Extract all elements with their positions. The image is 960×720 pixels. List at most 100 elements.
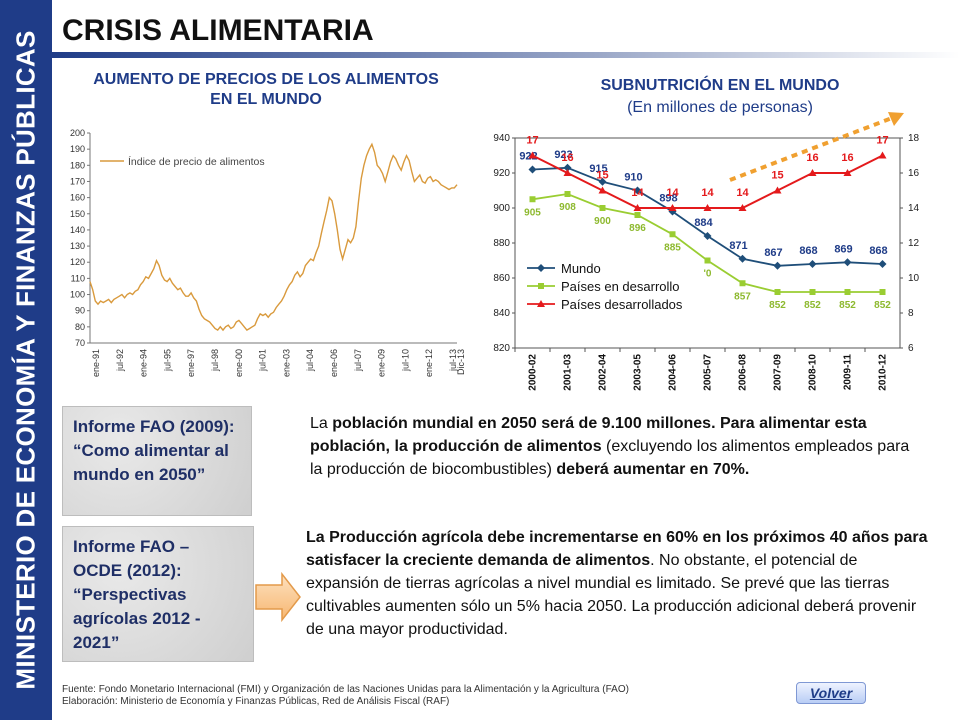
x-tick-label: jul-01 <box>258 349 268 372</box>
mundo-point <box>738 254 747 263</box>
mundo-point <box>563 163 572 172</box>
data-label: 908 <box>559 202 576 213</box>
legend-marker <box>537 264 545 272</box>
y-tick-label: 80 <box>75 322 85 332</box>
desarrollados-point <box>773 186 782 194</box>
p1-part2: población mundial en 2050 será de 9.100 … <box>310 415 867 455</box>
left-tick-label: 880 <box>493 238 510 249</box>
desarrollados-point <box>668 204 677 211</box>
data-label: 16 <box>806 152 818 164</box>
y-tick-label: 90 <box>75 306 85 316</box>
desarrollados-point <box>633 204 642 211</box>
legend-marker <box>537 300 545 307</box>
y-tick-label: 160 <box>70 193 85 203</box>
volver-button[interactable]: Volver <box>796 682 866 704</box>
data-label: 868 <box>799 245 817 257</box>
data-label: 852 <box>804 300 821 311</box>
category-label: 2002-04 <box>598 354 609 391</box>
undernourishment-chart-subtitle: (En millones de personas) <box>627 99 813 116</box>
category-label: 2000-02 <box>528 354 539 391</box>
category-label: 2001-03 <box>563 354 574 391</box>
x-tick-label: ene-09 <box>377 349 387 377</box>
desarrollo-point <box>634 212 641 218</box>
agricultural-production-paragraph: La Producción agrícola debe incrementars… <box>306 526 928 641</box>
data-label: 16 <box>841 152 853 164</box>
elaboration-line: Elaboración: Ministerio de Economía y Fi… <box>62 696 450 707</box>
left-tick-label: 860 <box>493 273 510 284</box>
category-label: 2006-08 <box>738 354 749 391</box>
x-tick-label: jul-10 <box>400 349 410 372</box>
right-tick-label: 8 <box>908 308 914 319</box>
y-tick-label: 190 <box>70 144 85 154</box>
x-tick-label: jul-95 <box>162 349 172 372</box>
category-label: 2008-10 <box>808 354 819 391</box>
data-label: 900 <box>594 216 611 227</box>
left-tick-label: 820 <box>493 343 510 354</box>
data-label: 15 <box>771 170 783 182</box>
data-label: 17 <box>526 135 538 147</box>
legend-label: Mundo <box>561 261 601 276</box>
trend-arrow-head-icon <box>888 112 904 126</box>
data-label: 14 <box>666 187 679 199</box>
right-tick-label: 10 <box>908 273 920 284</box>
desarrollados-point <box>703 204 712 211</box>
y-tick-label: 140 <box>70 225 85 235</box>
right-tick-label: 14 <box>908 203 920 214</box>
right-tick-label: 16 <box>908 168 920 179</box>
p2-part1: La Producción agrícola debe incrementars… <box>306 529 928 569</box>
x-tick-label: ene-94 <box>139 349 149 377</box>
food-price-series-line <box>89 142 458 332</box>
y-tick-label: 120 <box>70 257 85 267</box>
desarrollados-point <box>808 169 817 176</box>
x-tick-label: ene-97 <box>186 349 196 377</box>
data-label: 923 <box>554 149 572 161</box>
desarrollados-point <box>738 204 747 211</box>
food-price-chart: 70 80 90 100 110 120 130 140 150 160 170 180 190 200 e… <box>70 128 466 377</box>
data-label: 16 <box>561 152 573 164</box>
x-tick-label: jul-92 <box>115 349 125 372</box>
left-tick-label: 840 <box>493 308 510 319</box>
data-label: 867 <box>764 247 782 259</box>
category-label: 2005-07 <box>703 354 714 391</box>
desarrollo-point <box>564 191 571 197</box>
right-tick-label: 18 <box>908 133 920 144</box>
desarrollo-point <box>739 280 746 287</box>
x-tick-label: jul-98 <box>210 349 220 372</box>
desarrollo-point <box>704 257 711 264</box>
desarrollados-point <box>878 151 887 159</box>
mundo-point <box>598 177 607 186</box>
right-arrow-icon <box>255 571 301 623</box>
desarrollados-point <box>598 186 607 194</box>
data-label: 868 <box>869 245 887 257</box>
p1-part1: La <box>310 415 333 432</box>
data-label: 852 <box>839 300 856 311</box>
data-label: 14 <box>701 187 714 199</box>
fao-2009-report-box: Informe FAO (2009): “Como alimentar al m… <box>62 406 252 516</box>
left-tick-label: 920 <box>493 168 510 179</box>
page-title: CRISIS ALIMENTARIA <box>62 14 374 47</box>
x-tick-label: jul-13 <box>448 349 458 372</box>
legend-marker <box>538 283 544 289</box>
data-label: 884 <box>694 217 713 229</box>
source-line: Fuente: Fondo Monetario Internacional (F… <box>62 684 629 695</box>
mundo-point <box>528 165 537 174</box>
p2-part2: . No obstante, el potencial de expansión… <box>306 552 917 638</box>
data-label: '0 <box>704 269 712 280</box>
data-label: 852 <box>769 300 786 311</box>
desarrollo-point <box>879 289 886 295</box>
category-label: 2003-05 <box>633 354 644 391</box>
y-tick-label: 200 <box>70 128 85 138</box>
desarrollados-point <box>843 169 852 176</box>
undernourishment-chart-title: SUBNUTRICIÓN EN EL MUNDO <box>600 77 840 94</box>
mundo-point <box>703 232 712 240</box>
mundo-point <box>773 261 782 270</box>
desarrollo-point <box>774 289 781 295</box>
fao-ocde-2012-report-box: Informe FAO – OCDE (2012): “Perspectivas… <box>62 526 254 662</box>
x-tick-label: jul-07 <box>353 349 363 372</box>
x-tick-label-extra: Dic-13 <box>456 349 466 375</box>
desarrollo-point <box>669 231 676 238</box>
desarrollo-point <box>529 196 536 203</box>
data-label: 869 <box>834 243 852 255</box>
left-tick-label: 940 <box>493 133 510 144</box>
desarrollo-point <box>809 289 816 295</box>
